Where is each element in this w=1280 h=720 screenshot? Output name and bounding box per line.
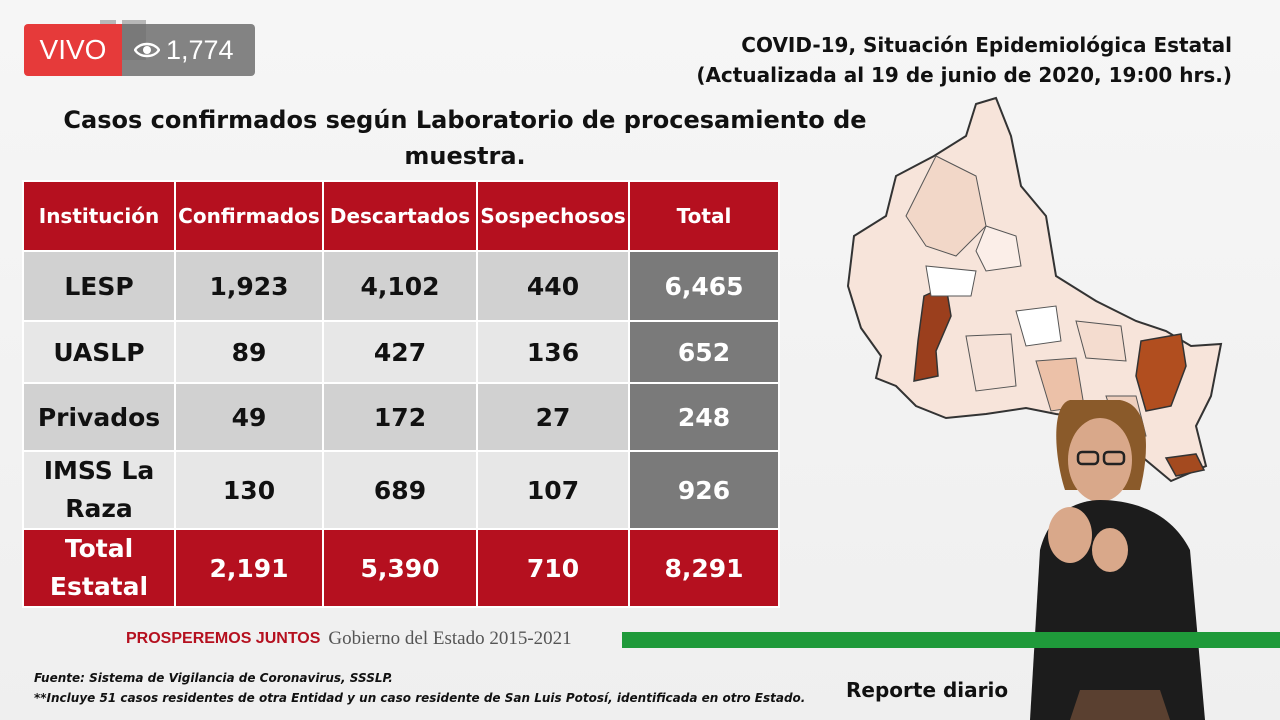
sign-language-interpreter bbox=[1030, 400, 1205, 720]
banner-brand: PROSPEREMOS JUNTOS bbox=[126, 630, 321, 647]
institution-cell: IMSS La Raza bbox=[22, 450, 176, 530]
institution-line: IMSS La bbox=[43, 456, 155, 485]
discarded-total-cell: 5,390 bbox=[322, 528, 478, 608]
source-notes: Fuente: Sistema de Vigilancia de Coronav… bbox=[34, 668, 805, 708]
confirmed-cell: 49 bbox=[174, 382, 324, 452]
discarded-cell: 689 bbox=[322, 450, 478, 530]
page-title-line1: Casos confirmados según Laboratorio de p… bbox=[63, 106, 867, 170]
viewer-count-value: 1,774 bbox=[166, 34, 234, 65]
institution-cell: LESP bbox=[22, 250, 176, 322]
column-header: Institución bbox=[22, 180, 176, 252]
government-banner: PROSPEREMOS JUNTOS Gobierno del Estado 2… bbox=[126, 628, 572, 650]
grand-total-cell: 8,291 bbox=[628, 528, 780, 608]
suspected-total-cell: 710 bbox=[476, 528, 630, 608]
state-map bbox=[846, 96, 1223, 483]
total-label-line: Total bbox=[64, 534, 134, 563]
discarded-cell: 172 bbox=[322, 382, 478, 452]
confirmed-cell: 1,923 bbox=[174, 250, 324, 322]
report-header-date: (Actualizada al 19 de junio de 2020, 19:… bbox=[696, 63, 1232, 87]
total-label-cell: Total Estatal bbox=[22, 528, 176, 608]
footnote-text: **Incluye 51 casos residentes de otra En… bbox=[34, 691, 806, 705]
discarded-cell: 4,102 bbox=[322, 250, 478, 322]
confirmed-cell: 130 bbox=[174, 450, 324, 530]
institution-line: Raza bbox=[65, 494, 133, 523]
total-cell: 248 bbox=[628, 382, 780, 452]
suspected-cell: 107 bbox=[476, 450, 630, 530]
report-header-title: COVID-19, Situación Epidemiológica Estat… bbox=[741, 33, 1232, 57]
total-cell: 6,465 bbox=[628, 250, 780, 322]
table-row: Privados 49 172 27 248 bbox=[22, 382, 780, 452]
table-row: UASLP 89 427 136 652 bbox=[22, 320, 780, 384]
total-cell: 926 bbox=[628, 450, 780, 530]
daily-report-label: Reporte diario bbox=[846, 678, 1009, 702]
column-header: Descartados bbox=[322, 180, 478, 252]
column-header: Sospechosos bbox=[476, 180, 630, 252]
table-row: LESP 1,923 4,102 440 6,465 bbox=[22, 250, 780, 322]
live-badge: VIVO bbox=[24, 24, 122, 76]
green-stripe bbox=[622, 632, 1280, 648]
discarded-cell: 427 bbox=[322, 320, 478, 384]
suspected-cell: 27 bbox=[476, 382, 630, 452]
suspected-cell: 440 bbox=[476, 250, 630, 322]
banner-government: Gobierno del Estado 2015-2021 bbox=[328, 628, 572, 649]
total-cell: 652 bbox=[628, 320, 780, 384]
live-indicator: VIVO 1,774 bbox=[24, 24, 255, 76]
table-total-row: Total Estatal 2,191 5,390 710 8,291 bbox=[22, 528, 780, 608]
total-label-line: Estatal bbox=[49, 572, 149, 601]
confirmed-cell: 89 bbox=[174, 320, 324, 384]
suspected-cell: 136 bbox=[476, 320, 630, 384]
column-header: Total bbox=[628, 180, 780, 252]
confirmed-total-cell: 2,191 bbox=[174, 528, 324, 608]
institution-cell: Privados bbox=[22, 382, 176, 452]
table-row: IMSS La Raza 130 689 107 926 bbox=[22, 450, 780, 530]
viewer-count: 1,774 bbox=[122, 24, 255, 76]
table-header-row: Institución Confirmados Descartados Sosp… bbox=[22, 180, 780, 252]
eye-icon bbox=[134, 42, 160, 58]
source-text: Fuente: Sistema de Vigilancia de Coronav… bbox=[34, 671, 393, 685]
institution-cell: UASLP bbox=[22, 320, 176, 384]
column-header: Confirmados bbox=[174, 180, 324, 252]
report-header: COVID-19, Situación Epidemiológica Estat… bbox=[696, 30, 1232, 90]
cases-table: Institución Confirmados Descartados Sosp… bbox=[22, 180, 780, 608]
